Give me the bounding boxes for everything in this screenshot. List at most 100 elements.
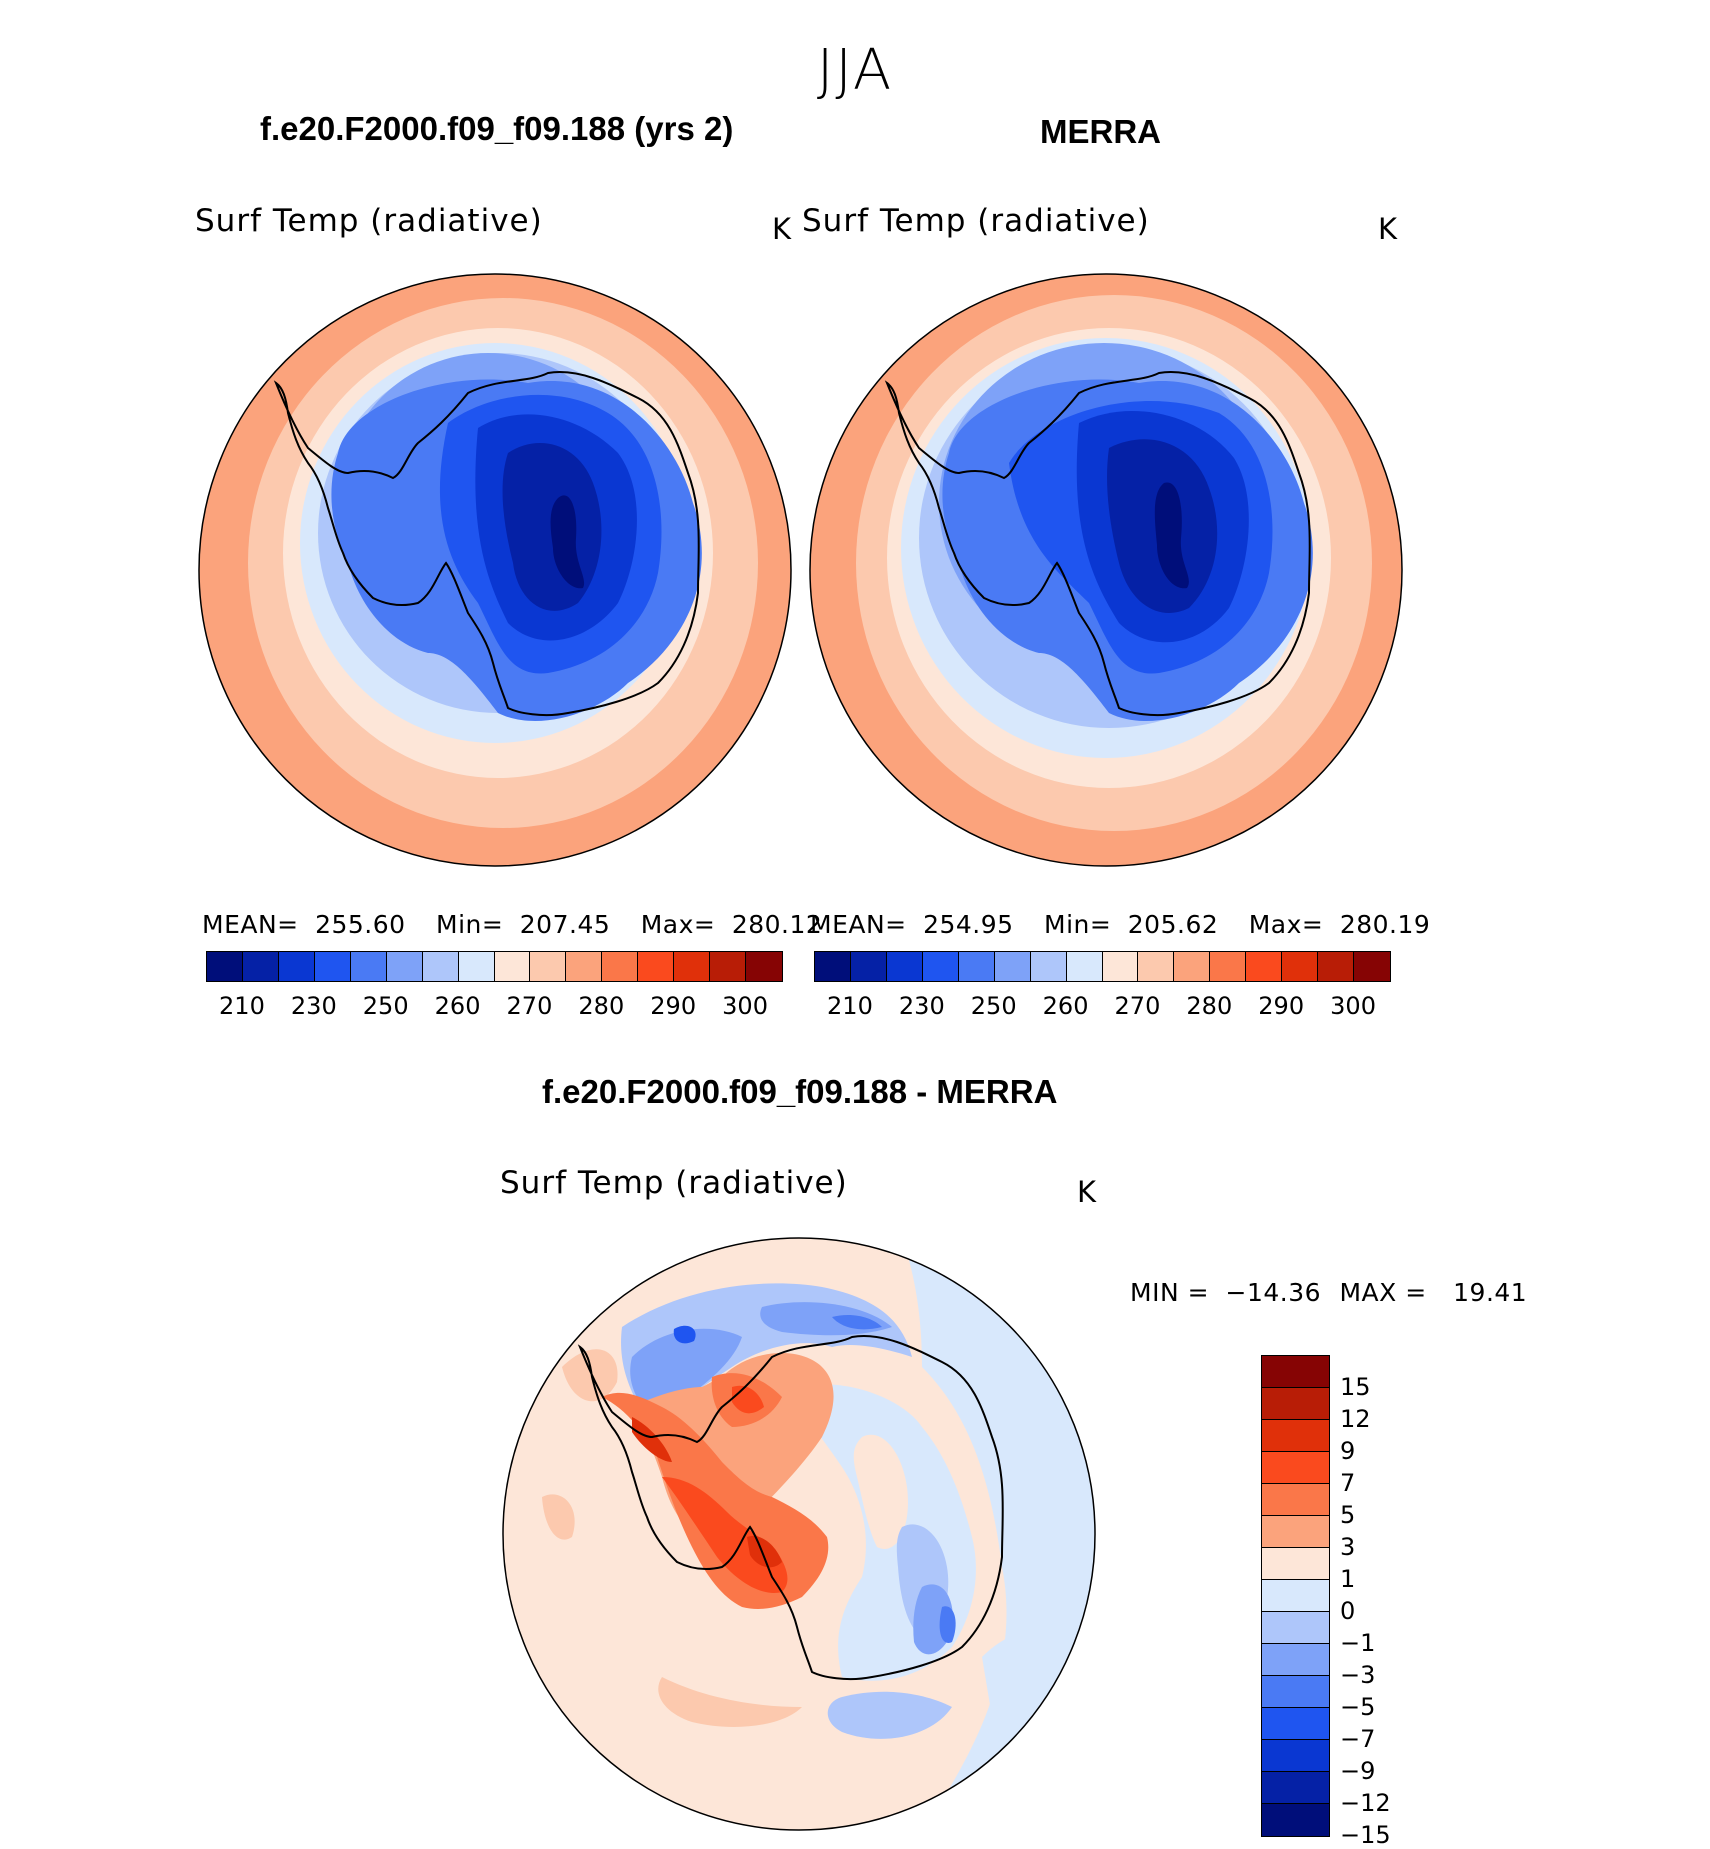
colorbar-swatch <box>386 952 423 981</box>
max-value: 280.12 <box>731 910 823 939</box>
colorbar-swatch <box>314 952 351 981</box>
colorbar-swatch <box>1262 1644 1329 1676</box>
colorbar-swatch <box>1318 952 1355 981</box>
mean-label: MEAN= <box>202 910 299 939</box>
colorbar-swatch <box>922 952 959 981</box>
colorbar-tick-label: −9 <box>1340 1757 1376 1785</box>
panel-3-map <box>502 1237 1096 1831</box>
colorbar-tick-label: 260 <box>434 992 481 1020</box>
colorbar-swatch <box>886 952 923 981</box>
mean-value: 254.95 <box>923 910 1014 939</box>
colorbar-swatch <box>1262 1420 1329 1452</box>
panel-1-map <box>198 273 792 867</box>
max-value: 19.41 <box>1453 1278 1528 1307</box>
max-label: MAX = <box>1339 1278 1427 1307</box>
season-title: JJA <box>816 38 894 103</box>
colorbar-tick-label: −5 <box>1340 1693 1376 1721</box>
panel-1-colorbar-ticks: 210 230 250 260 270 280 290 300 <box>206 992 781 1022</box>
mean-label: MEAN= <box>810 910 907 939</box>
panel-2-units: K <box>1378 212 1398 246</box>
colorbar-tick-label: −3 <box>1340 1661 1376 1689</box>
colorbar-swatch <box>1210 952 1247 981</box>
panel-2-colorbar-ticks: 210 230 250 260 270 280 290 300 <box>814 992 1389 1022</box>
colorbar-swatch <box>1174 952 1211 981</box>
colorbar-tick-label: 290 <box>1258 992 1305 1020</box>
mean-value: 255.60 <box>315 910 406 939</box>
panel-1-colorbar <box>206 951 783 982</box>
colorbar-swatch <box>494 952 531 981</box>
colorbar-swatch <box>530 952 567 981</box>
colorbar-tick-label: 3 <box>1340 1533 1356 1561</box>
colorbar-swatch <box>350 952 387 981</box>
panel-3-title: f.e20.F2000.f09_f09.188 - MERRA <box>542 1073 1058 1110</box>
colorbar-tick-label: 270 <box>1114 992 1161 1020</box>
colorbar-swatch <box>1262 1484 1329 1516</box>
min-label: Min= <box>436 910 504 939</box>
colorbar-swatch <box>207 952 243 981</box>
colorbar-swatch <box>638 952 675 981</box>
colorbar-tick-label: 290 <box>650 992 697 1020</box>
colorbar-swatch <box>1262 1516 1329 1548</box>
colorbar-tick-label: 7 <box>1340 1469 1356 1497</box>
panel-2-title: MERRA <box>1040 113 1161 150</box>
colorbar-swatch <box>242 952 279 981</box>
colorbar-tick-label: 0 <box>1340 1597 1356 1625</box>
colorbar-tick-label: 210 <box>219 992 265 1020</box>
panel-2-variable: Surf Temp (radiative) <box>802 203 1150 239</box>
colorbar-tick-label: 250 <box>970 992 1017 1020</box>
colorbar-tick-label: 250 <box>362 992 409 1020</box>
panel-1-title: f.e20.F2000.f09_f09.188 (yrs 2) <box>260 110 734 147</box>
panel-1-variable: Surf Temp (radiative) <box>195 203 543 239</box>
colorbar-tick-label: 12 <box>1340 1405 1371 1433</box>
colorbar-tick-label: 230 <box>290 992 337 1020</box>
min-label: MIN = <box>1130 1278 1210 1307</box>
colorbar-swatch <box>1282 952 1319 981</box>
colorbar-swatch <box>1262 1388 1329 1420</box>
colorbar-tick-label: −15 <box>1340 1821 1391 1849</box>
min-label: Min= <box>1044 910 1112 939</box>
panel-1-stats: MEAN= 255.60 Min= 207.45 Max= 280.12 <box>202 910 822 939</box>
colorbar-swatch <box>1262 1580 1329 1612</box>
panel-2-colorbar <box>814 951 1391 982</box>
colorbar-swatch <box>566 952 603 981</box>
colorbar-swatch <box>1262 1548 1329 1580</box>
colorbar-swatch <box>958 952 995 981</box>
colorbar-swatch <box>458 952 495 981</box>
colorbar-swatch <box>1262 1772 1329 1804</box>
colorbar-swatch <box>850 952 887 981</box>
panel-2-stats: MEAN= 254.95 Min= 205.62 Max= 280.19 <box>810 910 1430 939</box>
colorbar-swatch <box>1138 952 1175 981</box>
panel-2-map <box>809 273 1403 867</box>
max-label: Max= <box>1248 910 1324 939</box>
colorbar-swatch <box>278 952 315 981</box>
colorbar-tick-label: 1 <box>1340 1565 1356 1593</box>
panel-3-units: K <box>1077 1175 1097 1209</box>
colorbar-swatch <box>710 952 747 981</box>
colorbar-tick-label: 9 <box>1340 1437 1356 1465</box>
colorbar-swatch <box>1262 1452 1329 1484</box>
min-value: −14.36 <box>1225 1278 1322 1307</box>
colorbar-swatch <box>1102 952 1139 981</box>
colorbar-swatch <box>1262 1740 1329 1772</box>
colorbar-swatch <box>1066 952 1103 981</box>
colorbar-tick-label: 280 <box>1186 992 1233 1020</box>
colorbar-swatch <box>1262 1676 1329 1708</box>
min-value: 205.62 <box>1127 910 1219 939</box>
min-value: 207.45 <box>519 910 611 939</box>
colorbar-tick-label: 260 <box>1042 992 1089 1020</box>
colorbar-tick-label: 5 <box>1340 1501 1356 1529</box>
colorbar-swatch <box>746 952 782 981</box>
colorbar-swatch <box>815 952 851 981</box>
max-label: Max= <box>640 910 716 939</box>
colorbar-tick-label: −7 <box>1340 1725 1376 1753</box>
panel-3-stats: MIN = −14.36 MAX = 19.41 <box>1130 1278 1527 1307</box>
colorbar-swatch <box>994 952 1031 981</box>
colorbar-tick-label: 210 <box>827 992 873 1020</box>
panel-3-colorbar <box>1261 1355 1330 1837</box>
colorbar-tick-label: 15 <box>1340 1373 1371 1401</box>
panel-3-variable: Surf Temp (radiative) <box>500 1165 848 1201</box>
colorbar-tick-label: 280 <box>578 992 625 1020</box>
colorbar-swatch <box>1262 1708 1329 1740</box>
colorbar-tick-label: −12 <box>1340 1789 1391 1817</box>
max-value: 280.19 <box>1339 910 1431 939</box>
